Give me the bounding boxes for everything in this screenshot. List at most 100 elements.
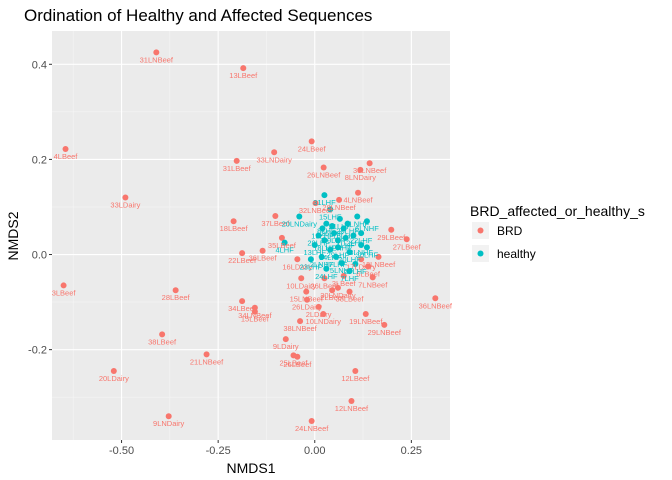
point-healthy — [363, 218, 370, 225]
point-brd — [304, 296, 311, 303]
point-label: 31LBeef — [223, 164, 252, 173]
point-brd — [240, 65, 247, 72]
point-label: 30LHF — [356, 250, 379, 259]
point-label: 6LNHF — [355, 224, 379, 233]
point-label: 4LHF — [275, 246, 294, 255]
y-tick-label: 0.4 — [32, 59, 47, 71]
point-label: 20LHF — [338, 255, 361, 264]
point-label: 22LBeef — [228, 256, 257, 265]
point-brd — [388, 226, 395, 233]
point-label: 32LNBeef — [299, 206, 333, 215]
legend-swatch — [477, 250, 484, 257]
point-brd — [233, 157, 240, 164]
point-label: 6LBeef — [356, 269, 381, 278]
point-brd — [312, 200, 319, 207]
x-tick-label: 0.00 — [304, 445, 325, 457]
point-label: 30LNDairy — [320, 291, 356, 300]
point-label: 28LHF — [307, 239, 330, 248]
point-label: 20LDairy — [99, 374, 129, 383]
major-gridlines — [52, 31, 450, 440]
point-label: 23LHF — [300, 262, 323, 271]
point-label: 34LNBeef — [238, 311, 272, 320]
point-label: 38LNBeef — [283, 324, 317, 333]
point-label: 17LDairy — [346, 262, 376, 271]
point-healthy — [333, 253, 340, 260]
point-brd — [230, 218, 237, 225]
point-label: 9LDairy — [273, 342, 299, 351]
point-label: 31LHF — [313, 198, 336, 207]
point-brd — [320, 164, 327, 171]
minor-gridlines — [52, 31, 450, 440]
point-brd — [381, 321, 388, 328]
point-brd — [432, 295, 439, 302]
plot-panel — [52, 31, 450, 440]
point-label: 25LHF — [336, 227, 359, 236]
x-tick-label: -0.50 — [109, 445, 134, 457]
point-brd — [303, 288, 310, 295]
point-label: 31LNBeef — [140, 55, 174, 64]
point-healthy — [352, 261, 359, 268]
point-healthy — [327, 206, 334, 213]
point-healthy — [331, 230, 338, 237]
point-brd — [282, 336, 289, 343]
point-brd — [294, 256, 301, 263]
point-brd — [110, 368, 117, 375]
point-brd — [62, 145, 69, 152]
point-brd — [271, 149, 278, 156]
point-label: 10LDairy — [286, 281, 316, 290]
point-brd — [308, 417, 315, 424]
point-brd — [355, 189, 362, 196]
point-healthy — [319, 225, 326, 232]
point-label: 13LHF — [303, 248, 326, 257]
point-label: 12LNBeef — [362, 260, 396, 269]
point-label: 2LDairy — [306, 310, 332, 319]
point-healthy — [342, 234, 349, 241]
point-healthy — [354, 213, 361, 220]
point-label: 10LNDairy — [306, 317, 342, 326]
y-tick-label: -0.2 — [28, 345, 47, 357]
point-brd — [403, 236, 410, 243]
point-label: 18LBeef — [220, 224, 249, 233]
point-healthy — [296, 213, 303, 220]
point-healthy — [329, 222, 336, 229]
point-label: 29LBeef — [377, 233, 406, 242]
legend-title: BRD_affected_or_healthy_s — [470, 203, 645, 219]
point-label: 3LBeef — [332, 279, 357, 288]
point-brd — [334, 284, 341, 291]
point-brd — [340, 272, 347, 279]
point-label: 24LNBeef — [295, 424, 329, 433]
point-label: 7LHF — [340, 274, 359, 283]
point-label: 5LNHF — [330, 266, 354, 275]
point-healthy — [318, 253, 325, 260]
point-label: 15LHF — [319, 212, 342, 221]
point-healthy — [363, 244, 370, 251]
point-label: 26LHF — [321, 229, 344, 238]
point-label: 13LBeef — [229, 71, 258, 80]
point-label: 12LBeef — [341, 374, 370, 383]
point-brd — [315, 303, 322, 310]
point-label: 29LHF — [327, 250, 350, 259]
point-label: 12LNBeef — [335, 404, 369, 413]
point-label: 1LHF — [336, 241, 355, 250]
point-label: 24LHF — [315, 272, 338, 281]
point-brd — [369, 274, 376, 281]
point-label: 37LBeef — [261, 219, 290, 228]
point-brd — [239, 250, 246, 257]
data-labels: 31LNBeef 13LBeef 24LBeef 4LBeef 31LBeef 33LND… — [52, 55, 453, 433]
point-brd — [122, 194, 129, 201]
point-label: 16LHF — [332, 231, 355, 240]
point-healthy — [358, 230, 365, 237]
point-brd — [366, 160, 373, 167]
point-brd — [165, 413, 172, 420]
point-label: 27LBeef — [393, 242, 422, 251]
point-healthy — [321, 192, 328, 199]
point-brd — [239, 298, 246, 305]
point-healthy — [327, 246, 334, 253]
point-brd — [294, 353, 301, 360]
point-healthy — [323, 220, 330, 227]
point-brd — [321, 275, 328, 282]
point-healthy — [307, 256, 314, 263]
point-label: 17LHF — [325, 260, 348, 269]
point-healthy — [321, 237, 328, 244]
